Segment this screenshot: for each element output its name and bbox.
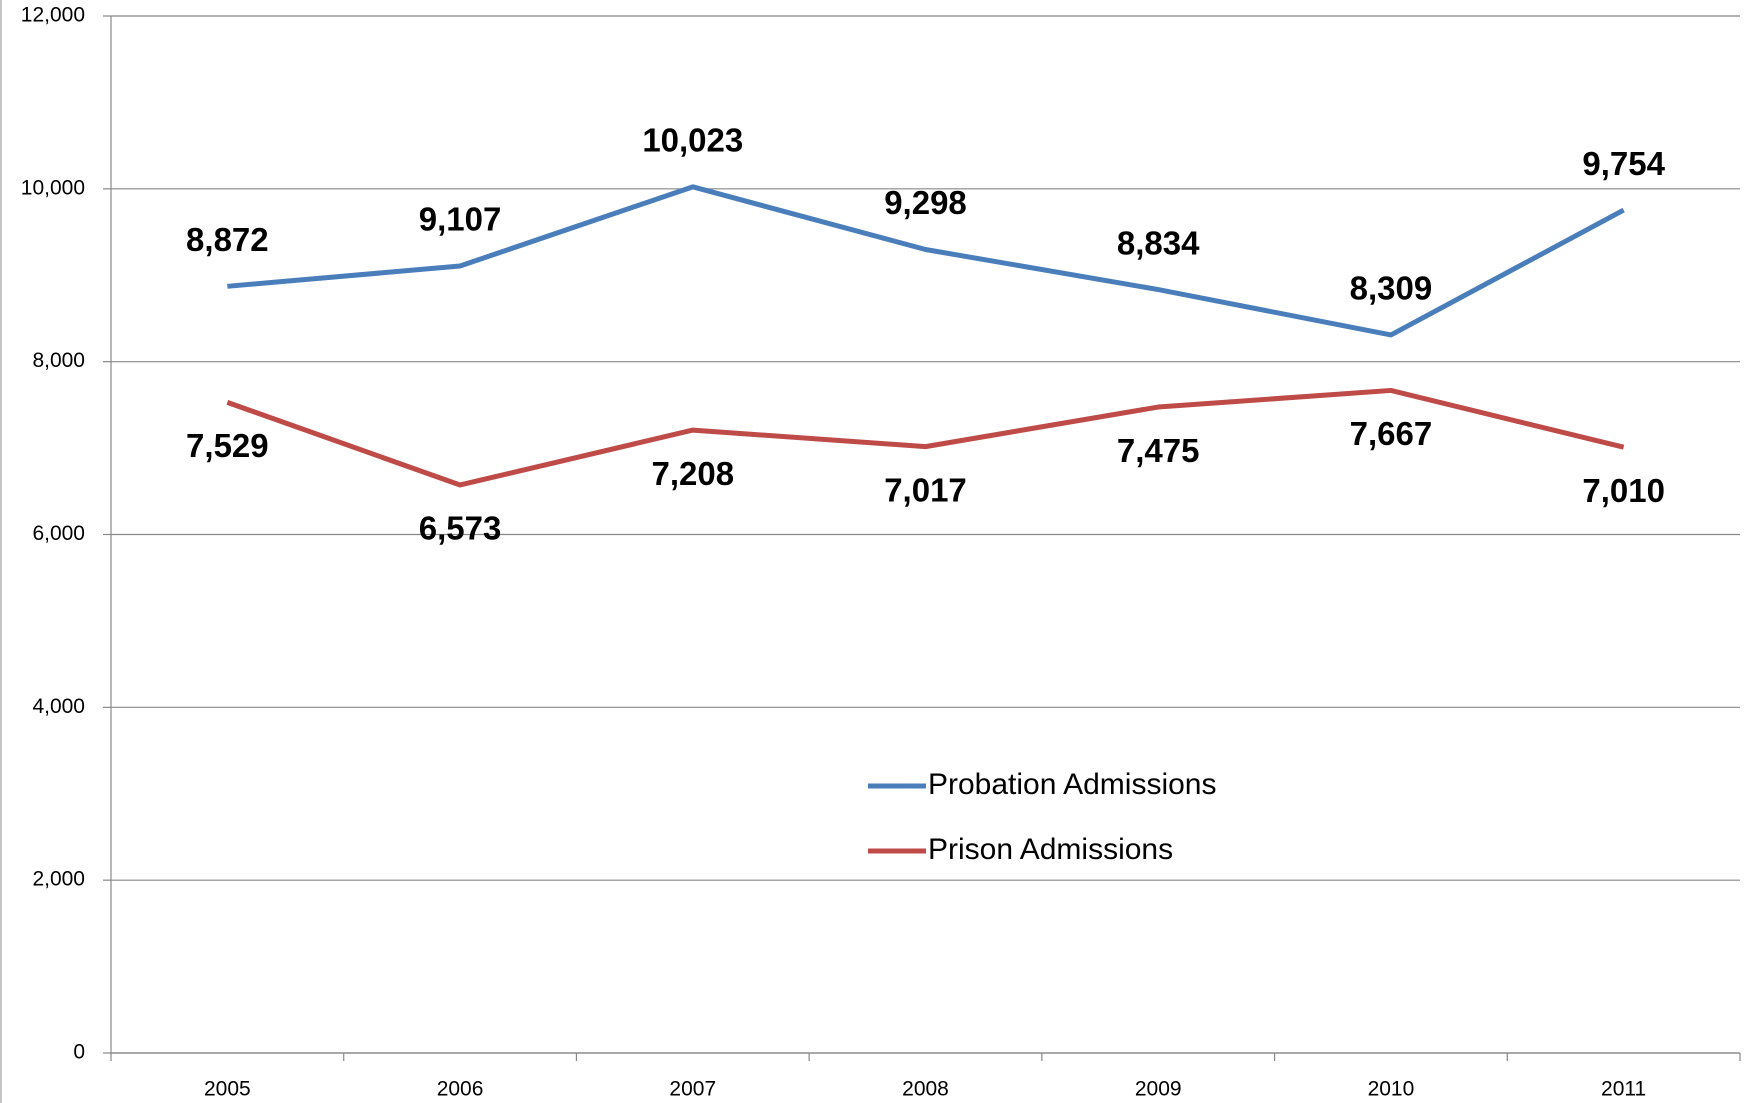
- x-tick-label: 2011: [1601, 1078, 1646, 1101]
- data-label: 7,475: [1117, 432, 1200, 469]
- y-tick-label: 0: [73, 1041, 85, 1064]
- y-tick-label: 10,000: [21, 176, 85, 199]
- data-label: 9,754: [1582, 145, 1665, 182]
- data-label: 7,529: [186, 427, 269, 464]
- data-label: 8,834: [1117, 224, 1200, 261]
- data-label: 7,017: [884, 471, 967, 508]
- y-tick-label: 4,000: [32, 695, 85, 718]
- legend-label: Probation Admissions: [928, 768, 1217, 801]
- x-tick-label: 2005: [204, 1078, 251, 1101]
- data-label: 10,023: [642, 122, 743, 159]
- y-tick-label: 12,000: [21, 4, 85, 27]
- data-label: 9,298: [884, 184, 967, 221]
- data-label: 7,208: [651, 455, 734, 492]
- data-label: 8,309: [1350, 270, 1433, 307]
- data-label: 8,872: [186, 221, 269, 258]
- data-label: 7,667: [1350, 415, 1433, 452]
- x-tick-label: 2008: [902, 1078, 949, 1101]
- y-tick-label: 2,000: [32, 868, 85, 891]
- series-line: [227, 184, 1625, 338]
- legend-label: Prison Admissions: [928, 833, 1173, 866]
- x-tick-label: 2010: [1368, 1078, 1415, 1101]
- x-tick-label: 2007: [669, 1078, 716, 1101]
- data-label: 7,010: [1582, 472, 1665, 509]
- series-line: [226, 387, 1625, 488]
- data-label: 9,107: [419, 201, 502, 238]
- y-tick-label: 6,000: [32, 522, 85, 545]
- x-tick-label: 2009: [1135, 1078, 1182, 1101]
- x-tick-label: 2006: [437, 1078, 484, 1101]
- data-label: 6,573: [419, 510, 502, 547]
- y-tick-label: 8,000: [32, 349, 85, 372]
